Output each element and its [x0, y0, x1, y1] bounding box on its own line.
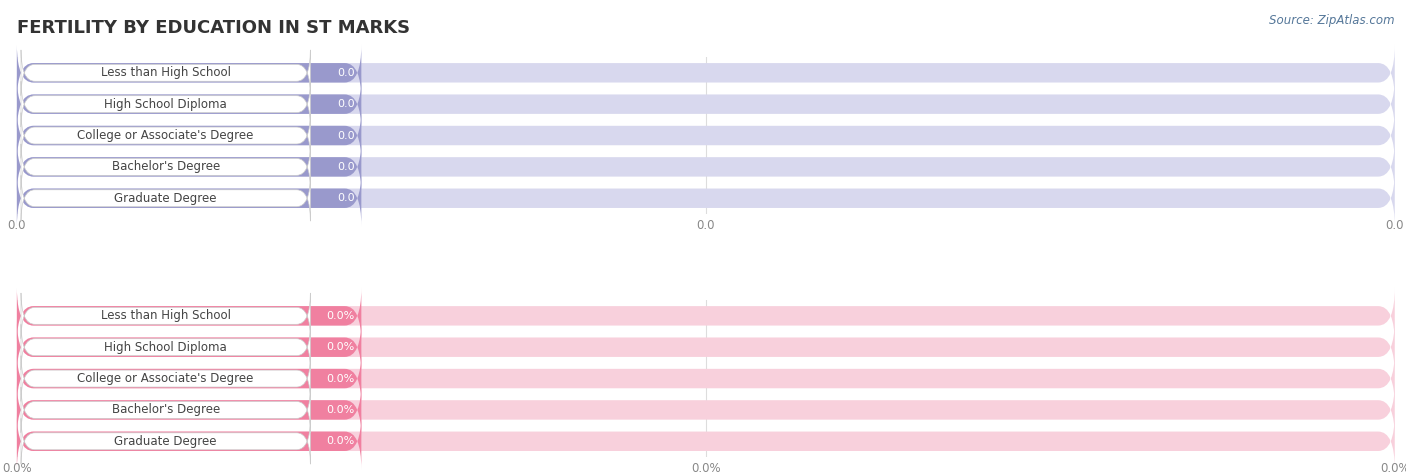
FancyBboxPatch shape	[17, 288, 361, 344]
Text: College or Associate's Degree: College or Associate's Degree	[77, 129, 254, 142]
Text: 0.0: 0.0	[337, 162, 354, 172]
FancyBboxPatch shape	[17, 170, 1395, 226]
FancyBboxPatch shape	[17, 319, 361, 375]
Text: Graduate Degree: Graduate Degree	[114, 192, 217, 205]
FancyBboxPatch shape	[17, 45, 1395, 101]
FancyBboxPatch shape	[17, 351, 1395, 407]
Text: FERTILITY BY EDUCATION IN ST MARKS: FERTILITY BY EDUCATION IN ST MARKS	[17, 19, 411, 37]
FancyBboxPatch shape	[17, 382, 361, 438]
Text: 0.0: 0.0	[337, 99, 354, 109]
FancyBboxPatch shape	[21, 50, 311, 96]
Text: 0.0%: 0.0%	[326, 342, 354, 352]
Text: Less than High School: Less than High School	[101, 66, 231, 79]
FancyBboxPatch shape	[17, 288, 1395, 344]
Text: 0.0%: 0.0%	[326, 436, 354, 446]
FancyBboxPatch shape	[21, 113, 311, 159]
FancyBboxPatch shape	[17, 139, 361, 195]
Text: 0.0%: 0.0%	[326, 405, 354, 415]
Text: High School Diploma: High School Diploma	[104, 341, 226, 354]
Text: 0.0: 0.0	[337, 68, 354, 78]
FancyBboxPatch shape	[17, 76, 1395, 132]
FancyBboxPatch shape	[21, 175, 311, 221]
FancyBboxPatch shape	[21, 293, 311, 339]
FancyBboxPatch shape	[17, 108, 361, 163]
FancyBboxPatch shape	[17, 76, 361, 132]
Text: 0.0: 0.0	[337, 193, 354, 203]
Text: Bachelor's Degree: Bachelor's Degree	[111, 160, 219, 173]
FancyBboxPatch shape	[17, 108, 1395, 163]
FancyBboxPatch shape	[21, 324, 311, 370]
Text: 0.0: 0.0	[337, 130, 354, 140]
Text: 0.0%: 0.0%	[326, 311, 354, 321]
Text: High School Diploma: High School Diploma	[104, 98, 226, 110]
FancyBboxPatch shape	[21, 418, 311, 464]
Text: Source: ZipAtlas.com: Source: ZipAtlas.com	[1270, 14, 1395, 27]
FancyBboxPatch shape	[17, 170, 361, 226]
Text: Bachelor's Degree: Bachelor's Degree	[111, 404, 219, 416]
Text: Less than High School: Less than High School	[101, 309, 231, 322]
FancyBboxPatch shape	[17, 319, 1395, 375]
FancyBboxPatch shape	[17, 413, 1395, 469]
FancyBboxPatch shape	[21, 144, 311, 190]
FancyBboxPatch shape	[17, 351, 361, 407]
FancyBboxPatch shape	[17, 413, 361, 469]
FancyBboxPatch shape	[21, 81, 311, 127]
FancyBboxPatch shape	[17, 382, 1395, 438]
FancyBboxPatch shape	[21, 387, 311, 433]
FancyBboxPatch shape	[17, 139, 1395, 195]
Text: College or Associate's Degree: College or Associate's Degree	[77, 372, 254, 385]
Text: Graduate Degree: Graduate Degree	[114, 435, 217, 448]
FancyBboxPatch shape	[21, 356, 311, 401]
Text: 0.0%: 0.0%	[326, 374, 354, 384]
FancyBboxPatch shape	[17, 45, 361, 101]
